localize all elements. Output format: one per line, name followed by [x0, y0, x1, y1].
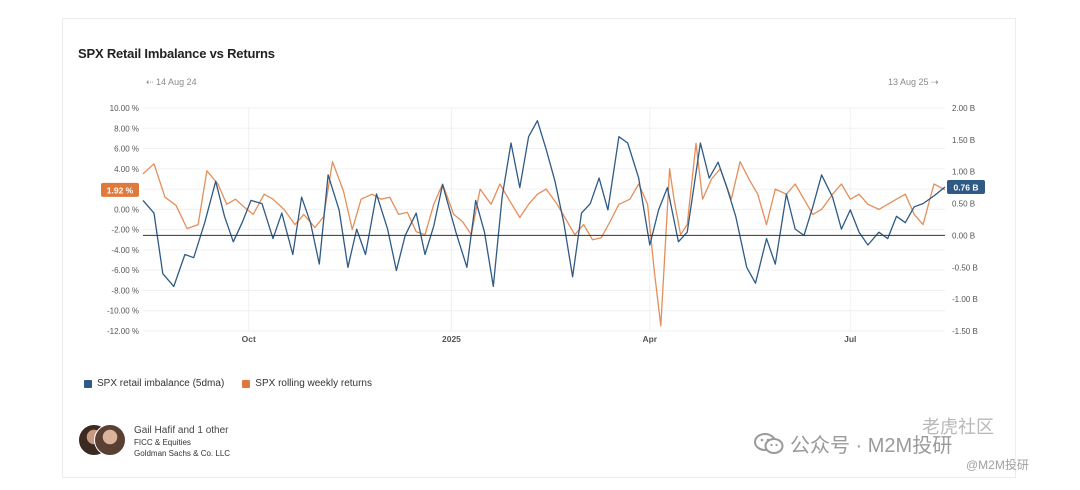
range-end-date: 13 Aug 25 [888, 77, 929, 87]
y-left-tick-label: 6.00 % [114, 145, 139, 154]
legend-swatch-orange [242, 379, 251, 388]
x-tick-label: Oct [242, 334, 256, 344]
last-value-label-imbalance: 0.76 B [953, 183, 978, 193]
author-company: Goldman Sachs & Co. LLC [134, 449, 231, 458]
y-left-tick-label: 4.00 % [114, 165, 139, 174]
range-start-date: 14 Aug 24 [156, 77, 197, 87]
range-start-label[interactable]: ⇠ 14 Aug 24 [146, 77, 197, 88]
y-left-tick-label: -12.00 % [107, 327, 139, 336]
y-right-tick-label: -0.50 B [952, 263, 978, 272]
y-left-tick-label: 0.00 % [114, 205, 139, 214]
range-end-label[interactable]: 13 Aug 25 ⇢ [888, 77, 939, 88]
y-right-tick-label: 1.50 B [952, 136, 975, 145]
arrow-left-icon: ⇠ [146, 77, 157, 87]
author-division: FICC & Equities [134, 438, 191, 447]
series-line-returns [142, 142, 946, 327]
y-right-tick-label: -1.50 B [952, 327, 978, 336]
y-right-tick-label: -1.00 B [952, 295, 978, 304]
y-left-tick-label: 8.00 % [114, 124, 139, 133]
watermark-bottom: @M2M投研 [966, 458, 1029, 472]
y-right-tick-label: 0.00 B [952, 231, 975, 240]
y-right-tick-label: 2.00 B [952, 104, 975, 113]
last-value-badge-returns [101, 182, 139, 197]
legend-label-imbalance: SPX retail imbalance (5dma) [97, 378, 225, 389]
y-right-tick-label: 1.00 B [952, 168, 975, 177]
y-right-tick-label: 0.50 B [952, 200, 975, 209]
y-left-tick-label: 10.00 % [110, 104, 139, 113]
last-value-badge-imbalance [947, 180, 985, 195]
x-tick-label: Apr [642, 334, 657, 344]
author-block: Gail Hafif and 1 other FICC & Equities G… [78, 424, 230, 459]
watermark-text: 公众号 · M2M投研 [790, 435, 953, 457]
legend-item-returns[interactable]: SPX rolling weekly returns [242, 378, 372, 389]
legend-swatch-blue [84, 379, 92, 388]
wechat-icon [754, 432, 784, 455]
series-line-imbalance [142, 120, 946, 288]
y-left-tick-label: -2.00 % [111, 226, 139, 235]
avatar [94, 424, 126, 456]
legend-item-imbalance[interactable]: SPX retail imbalance (5dma) [84, 378, 224, 389]
y-left-tick-label: -4.00 % [111, 246, 139, 255]
arrow-right-icon: ⇢ [928, 77, 939, 87]
x-tick-label: Jul [844, 334, 856, 344]
chart-legend: SPX retail imbalance (5dma) SPX rolling … [84, 378, 372, 389]
x-tick-label: 2025 [442, 334, 461, 344]
last-value-label-returns: 1.92 % [107, 185, 134, 195]
watermark-top: 老虎社区 [922, 417, 994, 437]
legend-label-returns: SPX rolling weekly returns [255, 378, 372, 389]
y-left-tick-label: -6.00 % [111, 266, 139, 275]
author-avatars[interactable] [78, 424, 126, 456]
watermark-main: 公众号 · M2M投研 [754, 429, 952, 458]
y-left-tick-label: -8.00 % [111, 286, 139, 295]
chart-title: SPX Retail Imbalance vs Returns [78, 46, 275, 61]
author-name[interactable]: Gail Hafif and 1 other [134, 425, 229, 436]
y-left-tick-label: -10.00 % [107, 307, 139, 316]
chart-card [62, 18, 1016, 478]
